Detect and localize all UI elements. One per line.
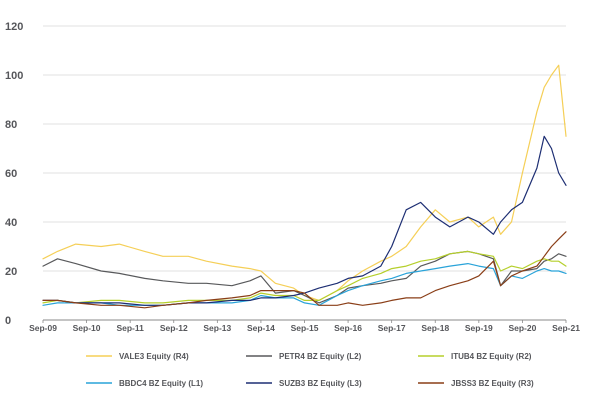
series-lines xyxy=(42,64,567,309)
series-line-3 xyxy=(42,263,567,306)
x-tick-label: Sep-18 xyxy=(421,323,449,333)
y-tick-label: 20 xyxy=(5,266,17,278)
y-tick-label: 60 xyxy=(5,168,17,180)
x-tick-label: Sep-19 xyxy=(465,323,493,333)
legend-label: ITUB4 BZ Equity (R2) xyxy=(451,352,532,361)
legend-label: BBDC4 BZ Equity (L1) xyxy=(119,379,203,388)
legend: VALE3 Equity (R4) PETR4 BZ Equity (L2) ITU… xyxy=(86,352,534,388)
y-tick-label: 80 xyxy=(5,119,17,131)
x-axis-ticks: Sep-09 Sep-10 Sep-11 Sep-12 Sep-13 Sep-14 Sep-… xyxy=(29,320,580,333)
gridlines xyxy=(43,25,566,272)
y-tick-label: 0 xyxy=(5,315,11,327)
legend-label: VALE3 Equity (R4) xyxy=(119,352,189,361)
x-tick-label: Sep-17 xyxy=(378,323,406,333)
x-tick-label: Sep-11 xyxy=(116,323,144,333)
y-tick-label: 40 xyxy=(5,217,17,229)
x-tick-label: Sep-14 xyxy=(247,323,275,333)
x-tick-label: Sep-13 xyxy=(203,323,231,333)
y-tick-label: 100 xyxy=(5,70,23,82)
series-line-2 xyxy=(42,250,567,304)
legend-label: JBSS3 BZ Equity (R3) xyxy=(451,379,534,388)
x-tick-label: Sep-16 xyxy=(334,323,362,333)
x-tick-label: Sep-15 xyxy=(291,323,319,333)
series-line-1 xyxy=(42,250,567,304)
x-tick-label: Sep-09 xyxy=(29,323,57,333)
series-line-5 xyxy=(42,231,567,309)
y-tick-label: 120 xyxy=(5,21,23,33)
x-tick-label: Sep-21 xyxy=(552,323,580,333)
legend-label: SUZB3 BZ Equity (L3) xyxy=(279,379,362,388)
x-tick-label: Sep-12 xyxy=(160,323,188,333)
legend-label: PETR4 BZ Equity (L2) xyxy=(279,352,362,361)
x-tick-label: Sep-10 xyxy=(73,323,101,333)
y-axis-ticks: 0 20 40 60 80 100 120 xyxy=(5,21,23,327)
x-tick-label: Sep-20 xyxy=(508,323,536,333)
series-line-0 xyxy=(42,64,567,301)
